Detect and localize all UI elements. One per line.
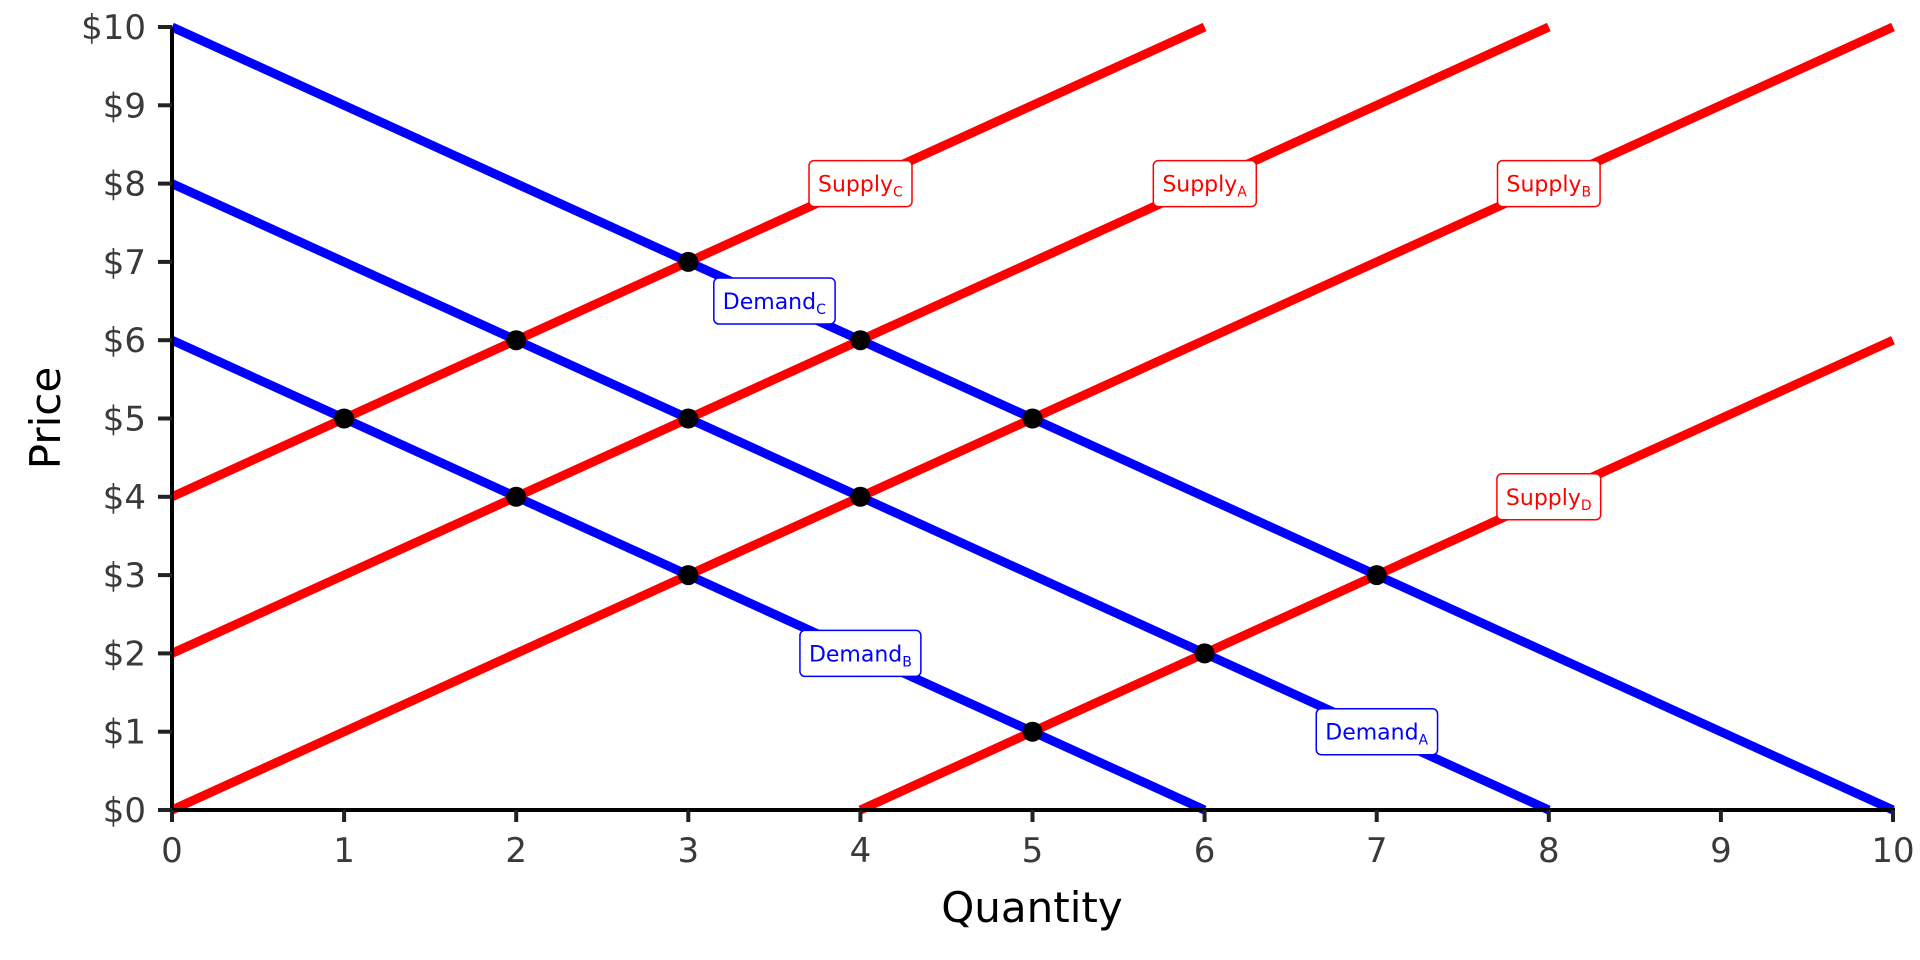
label-box [1496,473,1602,521]
supply-d-label: SupplyD [1496,473,1602,521]
y-tick-label: $7 [103,243,146,283]
x-tick-label: 5 [1022,831,1044,871]
label-box [1496,159,1601,208]
y-tick-label: $2 [103,634,146,674]
equilibrium-point [506,486,527,507]
x-tick-label: 10 [1871,831,1914,871]
y-tick-label: $8 [103,165,146,205]
label-text: SupplyA [1162,173,1247,201]
y-tick-label: $6 [103,321,146,361]
y-tick-label: $5 [103,400,146,440]
label-subscript: D [1581,498,1592,514]
label-name: Supply [818,173,893,198]
demand-c-label: DemandC [713,277,836,325]
equilibrium-point [334,408,355,429]
y-tick-label: $1 [103,713,146,753]
x-tick-label: 2 [505,831,527,871]
supply-c-label: SupplyC [808,159,913,208]
supply-a-label: SupplyA [1152,159,1258,208]
label-box [1152,159,1258,208]
label-text: DemandA [1325,721,1428,749]
equilibrium-point [1194,643,1215,664]
label-subscript: A [1419,733,1429,749]
x-tick-label: 9 [1710,831,1732,871]
label-name: Supply [1506,486,1581,511]
equilibrium-point [1366,565,1387,586]
demand-b-label: DemandB [799,629,922,678]
label-box [808,159,913,208]
y-tick-label: $9 [103,86,146,126]
y-tick-label: $10 [81,8,146,48]
supply-b-label: SupplyB [1496,159,1601,208]
label-text: DemandC [723,290,826,318]
x-tick-label: 1 [333,831,355,871]
equilibrium-point [1022,721,1043,742]
x-tick-label: 8 [1538,831,1560,871]
label-text: SupplyD [1506,486,1592,514]
label-name: Supply [1162,173,1237,198]
label-text: SupplyB [1507,173,1592,201]
x-axis-title: Quantity [941,883,1123,932]
label-name: Supply [1507,173,1582,198]
label-name: Demand [1325,721,1418,746]
y-axis-title: Price [21,367,70,469]
equilibrium-point [1022,408,1043,429]
equilibrium-point [678,408,699,429]
x-tick-label: 6 [1194,831,1216,871]
label-name: Demand [809,642,902,667]
equilibrium-point [678,251,699,272]
x-tick-label: 3 [677,831,699,871]
label-subscript: B [902,654,912,670]
label-box [1315,707,1439,756]
label-subscript: B [1581,185,1591,201]
equilibrium-point [850,330,871,351]
label-text: DemandB [809,642,912,670]
label-subscript: A [1237,185,1247,201]
label-box [799,629,922,678]
label-subscript: C [893,185,903,201]
ticks: 0 1 2 3 4 5 6 7 8 9 10 $0 $1 $2 $3 $4 $5 $6 $7 $8 $9 $10 [81,8,1915,871]
label-name: Demand [723,290,816,315]
equilibrium-point [506,330,527,351]
label-text: SupplyC [818,173,903,201]
y-tick-label: $3 [103,556,146,596]
demand-a-label: DemandA [1315,707,1439,756]
equilibrium-points [334,251,1387,742]
equilibrium-point [678,565,699,586]
equilibrium-point [850,486,871,507]
x-tick-label: 0 [161,831,183,871]
label-box [713,277,836,325]
x-tick-label: 4 [850,831,872,871]
y-tick-label: $4 [103,478,146,518]
y-tick-label: $0 [103,791,146,831]
label-subscript: C [816,302,826,318]
x-tick-label: 7 [1366,831,1388,871]
